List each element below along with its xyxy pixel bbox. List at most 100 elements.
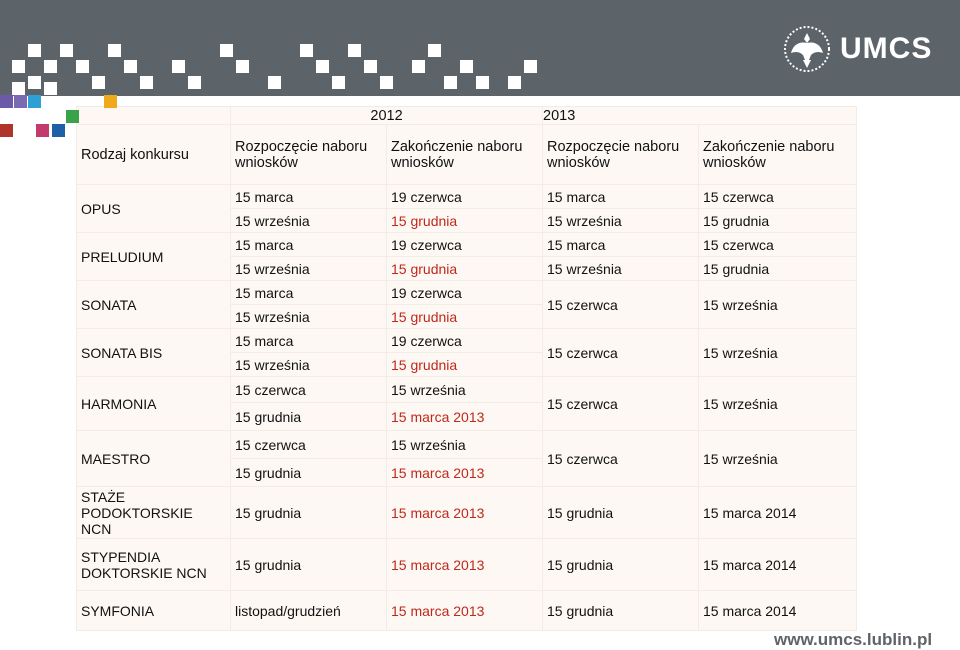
cell: 15 grudnia	[230, 402, 387, 431]
cell: 15 marca 2013	[385, 590, 544, 631]
cell: 15 września	[385, 430, 544, 459]
pixel-square	[92, 76, 105, 89]
cell: 15 grudnia	[230, 538, 387, 591]
cell: 15 września	[385, 376, 544, 403]
row-name-harmonia: HARMONIA	[76, 376, 231, 431]
pixel-square	[36, 124, 49, 137]
pixel-square	[104, 95, 117, 108]
pixel-square	[108, 44, 121, 57]
cell: 15 marca 2013	[385, 538, 544, 591]
pixel-square	[172, 60, 185, 73]
cell: 15 marca	[230, 184, 387, 209]
row-name-symfonia: SYMFONIA	[76, 590, 231, 631]
cell: 15 marca 2014	[698, 486, 858, 539]
eagle-icon	[784, 26, 830, 72]
competition-schedule-table: 2012 2013 Rodzaj konkursu Rozpoczęcie na…	[76, 106, 858, 631]
row-name-opus: OPUS	[76, 184, 231, 233]
start-header-2013: Rozpoczęcie naboru wniosków	[542, 124, 700, 185]
cell: 15 grudnia	[542, 538, 700, 591]
cell: 15 grudnia	[385, 304, 544, 329]
pixel-square	[412, 60, 425, 73]
pixel-square	[524, 60, 537, 73]
cell: 15 marca 2014	[698, 538, 858, 591]
cell: 15 grudnia	[542, 590, 700, 631]
website-url[interactable]: www.umcs.lublin.pl	[774, 630, 933, 649]
cell: listopad/grudzień	[230, 590, 387, 631]
cell: 15 grudnia	[385, 208, 544, 233]
cell: 15 czerwca	[230, 376, 387, 403]
pixel-square	[60, 44, 73, 57]
pixel-square	[188, 76, 201, 89]
pixel-square	[236, 60, 249, 73]
pixel-square	[44, 60, 57, 73]
umcs-logo[interactable]: UMCS	[784, 24, 932, 74]
cell: 15 czerwca	[542, 328, 700, 377]
pixel-square	[348, 44, 361, 57]
cell: 15 września	[542, 256, 700, 281]
pixel-square	[12, 82, 25, 95]
cell: 15 grudnia	[385, 256, 544, 281]
pixel-square	[508, 76, 521, 89]
cell: 15 września	[698, 280, 858, 329]
cell: 19 czerwca	[385, 280, 544, 305]
cell: 15 września	[230, 352, 387, 377]
pixel-square	[300, 44, 313, 57]
cell: 15 grudnia	[698, 256, 858, 281]
cell: 15 marca	[230, 328, 387, 353]
pixel-square	[28, 44, 41, 57]
cell: 19 czerwca	[385, 328, 544, 353]
pixel-square	[460, 60, 473, 73]
cell: 15 marca 2013	[385, 402, 544, 431]
cell: 15 września	[698, 376, 858, 431]
year-2012: 2012	[229, 106, 544, 125]
pixel-square	[124, 60, 137, 73]
pixel-square	[66, 110, 79, 123]
pixel-square	[220, 44, 233, 57]
pixel-square	[28, 76, 41, 89]
cell: 15 grudnia	[385, 352, 544, 377]
end-header-2013: Zakończenie naboru wniosków	[698, 124, 858, 185]
cell: 19 czerwca	[385, 232, 544, 257]
cell: 15 grudnia	[542, 486, 700, 539]
cell: 15 marca	[542, 232, 700, 257]
year-2013: 2013	[542, 106, 858, 125]
pixel-square	[0, 124, 13, 137]
cell: 15 czerwca	[698, 232, 858, 257]
pixel-square	[380, 76, 393, 89]
pixel-square	[28, 95, 41, 108]
pixel-square	[364, 60, 377, 73]
brand-name: UMCS	[840, 32, 933, 65]
cell: 15 grudnia	[698, 208, 858, 233]
cell: 15 września	[698, 430, 858, 487]
row-name-sonata-bis: SONATA BIS	[76, 328, 231, 377]
pixel-square	[0, 95, 13, 108]
pixel-square	[428, 44, 441, 57]
pixel-square	[12, 60, 25, 73]
pixel-square	[332, 76, 345, 89]
cell: 15 września	[698, 328, 858, 377]
pixel-square	[76, 60, 89, 73]
cell: 15 czerwca	[542, 280, 700, 329]
row-name-staze: STAŻE PODOKTORSKIE NCN	[76, 486, 231, 539]
empty-corner	[76, 106, 231, 125]
pixel-square	[140, 76, 153, 89]
pixel-square	[444, 76, 457, 89]
row-name-sonata: SONATA	[76, 280, 231, 329]
cell: 15 marca 2014	[698, 590, 858, 631]
cell: 15 grudnia	[230, 486, 387, 539]
cell: 15 września	[542, 208, 700, 233]
cell: 15 września	[230, 256, 387, 281]
cell: 15 marca 2013	[385, 486, 544, 539]
pixel-square	[316, 60, 329, 73]
pixel-square	[14, 95, 27, 108]
pixel-square	[44, 82, 57, 95]
cell: 15 czerwca	[542, 376, 700, 431]
cell: 15 marca 2013	[385, 458, 544, 487]
cell: 15 grudnia	[230, 458, 387, 487]
cell: 15 czerwca	[230, 430, 387, 459]
cell: 15 września	[230, 208, 387, 233]
row-name-preludium: PRELUDIUM	[76, 232, 231, 281]
pixel-square	[268, 76, 281, 89]
type-header: Rodzaj konkursu	[76, 124, 231, 185]
end-header-2012: Zakończenie naboru wniosków	[385, 124, 544, 185]
